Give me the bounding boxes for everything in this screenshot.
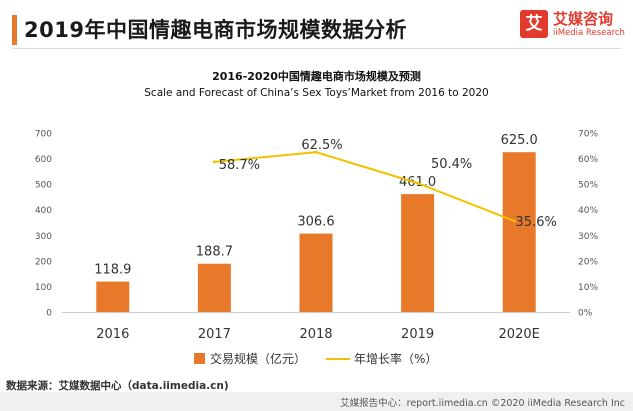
growth-rate-point — [416, 181, 420, 185]
y-right-tick-label: 10% — [578, 283, 598, 293]
x-tick-label: 2020E — [499, 327, 540, 342]
logo: 艾 艾媒咨询 iiMedia Research — [520, 8, 628, 44]
header-divider — [12, 48, 621, 49]
bar — [299, 233, 333, 312]
legend-label-bar: 交易规模（亿元） — [210, 352, 307, 366]
y-left-tick-label: 700 — [35, 130, 52, 140]
legend-swatch-bar — [194, 353, 205, 364]
legend-swatch-line — [326, 358, 350, 360]
bar — [401, 194, 435, 312]
growth-rate-label: 35.6% — [516, 215, 557, 230]
chart-title: 2016-2020中国情趣电商市场规模及预测 — [212, 70, 421, 83]
x-tick-label: 2016 — [96, 327, 129, 342]
growth-rate-line — [214, 151, 515, 222]
logo-subtitle: iiMedia Research — [553, 28, 625, 38]
y-right-tick-label: 40% — [578, 206, 598, 216]
y-left-tick-label: 200 — [35, 257, 52, 267]
y-left-tick-label: 500 — [35, 181, 52, 191]
growth-rate-point — [512, 219, 516, 223]
y-right-tick-label: 20% — [578, 257, 598, 267]
logo-name: 艾媒咨询 — [553, 10, 614, 28]
growth-rate-label: 50.4% — [431, 157, 472, 172]
growth-rate-label: 62.5% — [301, 138, 342, 153]
growth-rate-point — [314, 150, 318, 154]
logo-mark: 艾 — [520, 10, 548, 38]
bar-value-label: 306.6 — [297, 215, 334, 230]
y-right-tick-label: 50% — [578, 181, 598, 191]
data-source: 数据来源：艾媒数据中心（data.iimedia.cn) — [6, 380, 229, 392]
y-left-tick-label: 600 — [35, 155, 52, 165]
bar — [197, 263, 231, 312]
bar-value-label: 625.0 — [501, 133, 538, 148]
legend-label-line: 年增长率（%） — [354, 352, 438, 366]
footer-text: 艾媒报告中心：report.iimedia.cn ©2020 iiMedia R… — [340, 398, 625, 409]
chart-legend: 交易规模（亿元） 年增长率（%） — [0, 350, 633, 370]
chart-subtitle: Scale and Forecast of China’s Sex Toys’M… — [144, 87, 489, 99]
y-left-tick-label: 300 — [35, 232, 52, 242]
bar-value-label: 188.7 — [196, 245, 233, 260]
bar — [502, 152, 536, 312]
bar — [96, 281, 130, 312]
y-right-tick-label: 60% — [578, 155, 598, 165]
y-left-tick-label: 400 — [35, 206, 52, 216]
x-tick-label: 2018 — [299, 327, 332, 342]
page-title: 2019年中国情趣电商市场规模数据分析 — [24, 18, 407, 42]
y-right-tick-label: 30% — [578, 232, 598, 242]
x-tick-label: 2017 — [198, 327, 231, 342]
title-accent-bar — [12, 15, 17, 45]
y-right-tick-label: 0% — [578, 309, 593, 319]
growth-rate-point — [212, 160, 216, 164]
y-left-tick-label: 100 — [35, 283, 52, 293]
x-tick-label: 2019 — [401, 327, 434, 342]
growth-rate-label: 58.7% — [219, 158, 260, 173]
y-right-tick-label: 70% — [578, 130, 598, 140]
footer-bar: 艾媒报告中心：report.iimedia.cn ©2020 iiMedia R… — [0, 392, 633, 411]
y-left-tick-label: 0 — [46, 309, 52, 319]
bar-value-label: 118.9 — [94, 263, 131, 278]
